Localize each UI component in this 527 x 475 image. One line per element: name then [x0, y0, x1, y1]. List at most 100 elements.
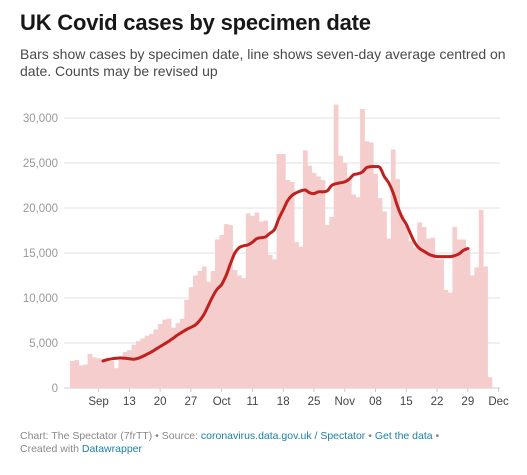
- bar: [232, 270, 238, 388]
- x-tick-label: 13: [123, 396, 136, 408]
- bar: [487, 377, 493, 388]
- bar: [307, 165, 313, 388]
- bar: [149, 334, 154, 388]
- seven-day-average-line: [101, 164, 470, 363]
- footer-created-with: Created with: [20, 443, 82, 455]
- bar: [241, 278, 247, 388]
- bar: [478, 209, 484, 388]
- bar: [373, 173, 379, 388]
- bar: [483, 266, 488, 388]
- bar: [329, 217, 335, 388]
- bar: [461, 239, 466, 388]
- bar: [157, 324, 163, 388]
- bar: [245, 213, 251, 388]
- bar: [193, 275, 198, 388]
- bar: [470, 275, 475, 388]
- bar: [390, 149, 396, 388]
- bar: [320, 180, 326, 388]
- x-tick-label: Oct: [213, 396, 232, 408]
- chart-area: 0 5,000 10,000 15,000 20,000 25,000 30,000 Sep…: [23, 104, 509, 408]
- bar: [87, 353, 93, 388]
- bar: [105, 360, 110, 388]
- bar: [144, 335, 150, 388]
- bar: [166, 318, 172, 388]
- bar: [421, 226, 427, 388]
- bar: [109, 361, 115, 388]
- bar: [382, 211, 387, 388]
- x-tick-label: 20: [154, 396, 167, 408]
- bar: [338, 155, 343, 388]
- bar: [237, 275, 242, 388]
- y-tick-label: 10,000: [23, 293, 58, 305]
- bar: [439, 259, 444, 388]
- bar: [179, 318, 185, 388]
- y-tick-label: 5,000: [29, 338, 58, 350]
- bar: [122, 352, 128, 388]
- bar: [91, 357, 97, 388]
- bar: [259, 221, 264, 388]
- bar: [100, 359, 106, 388]
- x-tick-label: 25: [308, 396, 321, 408]
- bar: [78, 365, 84, 388]
- bar: [395, 179, 400, 388]
- bar: [412, 247, 418, 388]
- bar: [153, 329, 159, 388]
- bar: [302, 150, 308, 388]
- bar: [118, 358, 124, 388]
- bar: [175, 323, 181, 388]
- bar: [276, 154, 282, 388]
- datawrapper-link[interactable]: Datawrapper: [81, 443, 142, 455]
- bar: [285, 180, 291, 388]
- bar: [368, 142, 374, 388]
- bar: [342, 163, 348, 388]
- bar: [281, 154, 286, 388]
- bar: [228, 225, 233, 388]
- bar: [74, 360, 80, 388]
- bar: [294, 242, 299, 388]
- bar: [355, 197, 361, 388]
- bar: [70, 361, 75, 388]
- bar: [430, 237, 436, 388]
- bar: [219, 235, 225, 388]
- x-axis-ticks: [98, 388, 500, 392]
- x-tick-label: Nov: [335, 396, 356, 408]
- bar: [377, 198, 383, 388]
- bar: [452, 226, 458, 388]
- bar: [316, 176, 321, 388]
- average-line: [101, 164, 470, 363]
- y-axis-labels: 0 5,000 10,000 15,000 20,000 25,000 30,000: [23, 113, 58, 395]
- bar: [131, 344, 137, 388]
- source-link[interactable]: coronavirus.data.gov.uk / Spectator: [200, 430, 366, 442]
- bar: [96, 358, 102, 388]
- y-tick-label: 30,000: [23, 113, 58, 125]
- bar: [399, 215, 405, 388]
- bar: [162, 319, 168, 388]
- x-tick-label: Sep: [88, 396, 108, 408]
- y-tick-label: 15,000: [23, 248, 58, 260]
- bar: [443, 289, 449, 388]
- x-tick-label: 22: [431, 396, 444, 408]
- bar: [448, 292, 453, 388]
- bar: [215, 239, 220, 388]
- footer-credit: Chart: The Spectator (7frTT) • Source:: [20, 430, 201, 442]
- bar: [184, 299, 189, 388]
- footer-sep: •: [432, 430, 440, 442]
- bar: [140, 338, 146, 388]
- y-tick-label: 25,000: [23, 158, 58, 170]
- bar: [188, 287, 194, 388]
- bar: [201, 266, 207, 388]
- bar: [197, 271, 203, 388]
- bar: [386, 238, 392, 388]
- bar: [289, 181, 295, 388]
- chart-title: UK Covid cases by specimen date: [20, 10, 371, 35]
- bar: [171, 327, 176, 388]
- bar: [113, 368, 119, 388]
- footer-sep: •: [365, 430, 375, 442]
- bar: [351, 194, 357, 388]
- get-data-link[interactable]: Get the data: [374, 430, 433, 442]
- x-tick-label: 08: [369, 396, 382, 408]
- bar: [83, 364, 88, 388]
- y-tick-label: 0: [52, 383, 58, 395]
- bar: [426, 238, 431, 388]
- x-tick-label: 11: [246, 396, 258, 408]
